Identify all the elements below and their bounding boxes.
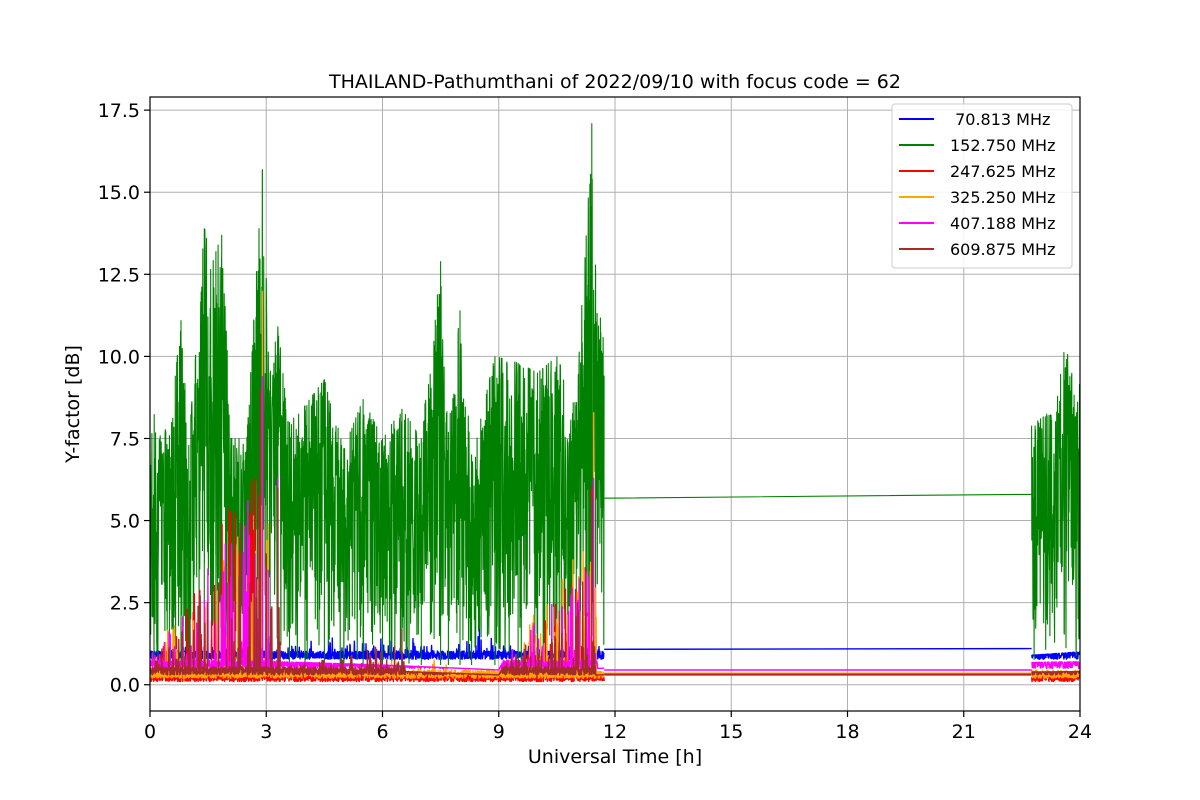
y-tick-label: 2.5 [110,593,140,615]
legend-box [891,103,1073,269]
y-tick-label: 0.0 [110,675,140,697]
y-tick-label: 5.0 [110,511,140,533]
legend-label: 152.750 MHz [950,136,1055,155]
x-tick-label: 6 [376,721,388,743]
x-tick-label: 18 [835,721,859,743]
y-axis-label: Y-factor [dB] [62,345,84,464]
legend-label: 407.188 MHz [950,214,1055,233]
y-tick-label: 15.0 [98,182,140,204]
y-tick-label: 7.5 [110,428,140,450]
y-tick-label: 12.5 [98,264,140,286]
legend: 70.813 MHz 152.750 MHz 247.625 MHz 325.250 … [891,103,1073,269]
axis-ticks: 0 3 6 9 12 15 18 21 24 0.0 2.5 5.0 7.5 10.0 12.5 15.0 17… [98,100,1092,743]
x-tick-label: 24 [1068,721,1092,743]
x-axis-label: Universal Time [h] [528,746,702,768]
series-lines [150,123,1080,683]
series-line [150,389,1080,677]
legend-label: 325.250 MHz [950,188,1055,207]
y-tick-label: 10.0 [98,346,140,368]
legend-label: 609.875 MHz [950,240,1055,259]
x-tick-label: 12 [603,721,627,743]
x-tick-label: 21 [952,721,976,743]
x-tick-label: 3 [260,721,272,743]
x-tick-label: 15 [719,721,743,743]
chart-title: THAILAND-Pathumthani of 2022/09/10 with … [328,71,901,93]
x-tick-label: 9 [493,721,505,743]
x-tick-label: 0 [144,721,156,743]
y-tick-label: 17.5 [98,100,140,122]
legend-label: 247.625 MHz [950,162,1055,181]
legend-label: 70.813 MHz [950,110,1050,129]
